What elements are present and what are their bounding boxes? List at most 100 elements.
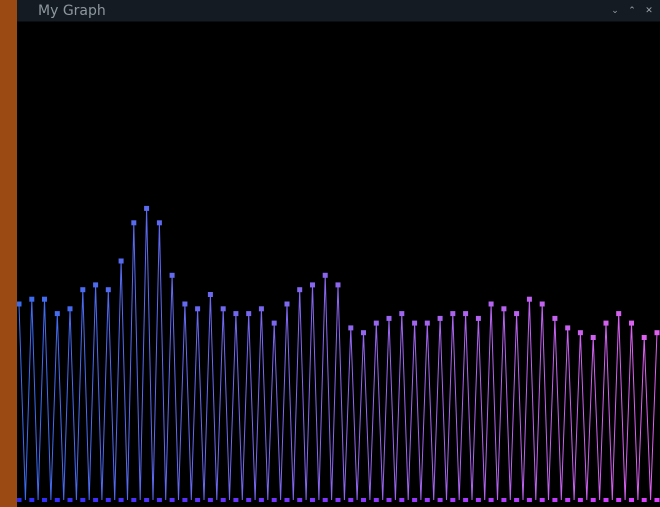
baseline-marker xyxy=(233,498,239,502)
baseline-marker xyxy=(29,498,35,502)
data-point-marker xyxy=(258,306,264,312)
baseline-marker xyxy=(335,498,341,502)
baseline-marker xyxy=(246,498,252,502)
baseline-marker xyxy=(93,498,99,502)
baseline-marker xyxy=(424,498,430,502)
data-point-marker xyxy=(284,301,290,307)
baseline-marker xyxy=(67,498,73,502)
baseline-marker xyxy=(386,498,392,502)
data-point-marker xyxy=(424,320,430,326)
baseline-marker xyxy=(284,498,290,502)
baseline-marker xyxy=(450,498,456,502)
baseline-marker xyxy=(220,498,226,502)
baseline-marker xyxy=(17,498,22,502)
baseline-marker xyxy=(437,498,443,502)
data-point-marker xyxy=(195,306,201,312)
data-point-marker xyxy=(169,272,175,278)
data-point-marker xyxy=(233,311,239,317)
data-point-marker xyxy=(437,315,443,321)
data-point-marker xyxy=(539,301,545,307)
baseline-marker xyxy=(399,498,405,502)
data-point-marker xyxy=(118,258,124,264)
baseline-marker xyxy=(54,498,60,502)
minimize-icon[interactable]: ⌄ xyxy=(611,6,619,16)
data-point-marker xyxy=(335,282,341,288)
baseline-marker xyxy=(182,498,188,502)
baseline-marker xyxy=(322,498,328,502)
data-point-marker xyxy=(207,292,213,297)
data-point-marker xyxy=(29,296,35,302)
data-point-marker xyxy=(144,205,150,211)
data-point-marker xyxy=(361,330,366,336)
baseline-marker xyxy=(373,498,379,502)
desktop-edge-strip xyxy=(0,0,17,507)
baseline-marker xyxy=(42,498,47,502)
baseline-marker xyxy=(297,498,303,502)
baseline-marker xyxy=(361,498,366,502)
maximize-icon[interactable]: ⌃ xyxy=(628,6,636,16)
baseline-marker xyxy=(641,498,647,502)
data-point-marker xyxy=(182,301,188,307)
baseline-marker xyxy=(539,498,545,502)
data-point-marker xyxy=(501,306,507,312)
data-point-marker xyxy=(80,287,86,293)
data-point-marker xyxy=(42,296,47,302)
baseline-marker xyxy=(514,498,520,502)
data-point-marker xyxy=(463,311,469,317)
window-title: My Graph xyxy=(38,3,106,19)
baseline-marker xyxy=(552,498,558,502)
baseline-marker xyxy=(131,498,137,502)
data-point-marker xyxy=(629,320,634,326)
data-point-marker xyxy=(348,325,354,331)
data-point-marker xyxy=(54,311,60,317)
baseline-marker xyxy=(258,498,264,502)
baseline-marker xyxy=(348,498,354,502)
window-titlebar[interactable]: My Graph ⌄ ⌃ ✕ xyxy=(17,0,660,22)
data-point-marker xyxy=(297,287,303,293)
baseline-marker xyxy=(144,498,150,502)
data-point-marker xyxy=(603,320,609,326)
baseline-marker xyxy=(590,498,596,502)
data-point-marker xyxy=(310,282,315,288)
data-point-marker xyxy=(246,311,252,317)
baseline-marker xyxy=(310,498,315,502)
data-point-marker xyxy=(93,282,99,288)
markers xyxy=(17,205,660,502)
data-point-marker xyxy=(373,320,379,326)
baseline-marker xyxy=(629,498,634,502)
graph-plot-area xyxy=(17,205,660,502)
data-point-marker xyxy=(412,320,418,326)
close-icon[interactable]: ✕ xyxy=(645,6,653,16)
baseline-marker xyxy=(475,498,481,502)
baseline-marker xyxy=(463,498,469,502)
baseline-marker xyxy=(169,498,175,502)
data-point-marker xyxy=(526,296,532,302)
data-point-marker xyxy=(17,301,22,307)
baseline-marker xyxy=(118,498,124,502)
data-point-marker xyxy=(590,335,596,340)
data-point-marker xyxy=(514,311,520,317)
data-point-marker xyxy=(322,272,328,278)
data-point-marker xyxy=(475,315,481,321)
data-point-marker xyxy=(220,306,226,312)
data-point-marker xyxy=(131,220,137,226)
baseline-marker xyxy=(654,498,660,502)
data-point-marker xyxy=(105,287,111,293)
data-point-marker xyxy=(67,306,73,312)
data-point-marker xyxy=(386,315,392,321)
baseline-marker xyxy=(616,498,622,502)
baseline-marker xyxy=(156,498,162,502)
data-point-marker xyxy=(156,220,162,226)
data-point-marker xyxy=(450,311,456,317)
data-point-marker xyxy=(577,330,583,336)
data-point-marker xyxy=(271,320,277,326)
data-point-marker xyxy=(616,311,622,317)
baseline-marker xyxy=(565,498,571,502)
baseline-marker xyxy=(271,498,277,502)
baseline-marker xyxy=(526,498,532,502)
data-point-marker xyxy=(565,325,571,331)
baseline-marker xyxy=(488,498,494,502)
baseline-marker xyxy=(105,498,111,502)
data-point-marker xyxy=(399,311,405,317)
baseline-marker xyxy=(207,498,213,502)
